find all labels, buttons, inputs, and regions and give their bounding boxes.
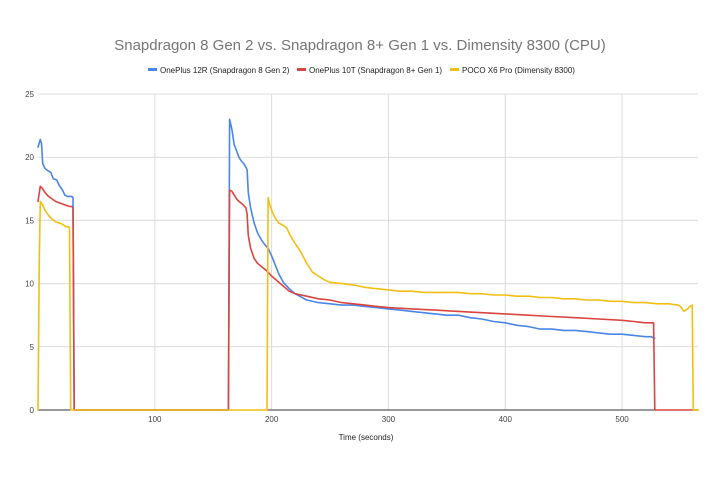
legend-item-poco-x6-pro: POCO X6 Pro (Dimensity 8300): [450, 66, 575, 75]
y-tick-label: 25: [25, 90, 34, 99]
y-tick-label: 5: [30, 343, 35, 352]
legend: OnePlus 12R (Snapdragon 8 Gen 2) OnePlus…: [148, 66, 575, 75]
y-tick-label: 0: [30, 406, 35, 415]
series-lines: [37, 118, 699, 411]
chart-title: Snapdragon 8 Gen 2 vs. Snapdragon 8+ Gen…: [114, 37, 606, 54]
x-tick-label: 300: [382, 415, 396, 424]
series-oneplus-12r: [37, 118, 656, 411]
legend-swatch-oneplus-10t: [297, 68, 306, 71]
y-tick-label: 15: [25, 216, 34, 225]
x-tick-label: 400: [499, 415, 513, 424]
legend-item-oneplus-12r: OnePlus 12R (Snapdragon 8 Gen 2): [148, 66, 290, 75]
legend-item-oneplus-10t: OnePlus 10T (Snapdragon 8+ Gen 1): [297, 66, 442, 75]
legend-label-poco-x6-pro: POCO X6 Pro (Dimensity 8300): [462, 66, 575, 75]
legend-swatch-oneplus-12r: [148, 68, 157, 71]
y-tick-label: 20: [25, 153, 34, 162]
x-axis-label: Time (seconds): [339, 433, 394, 442]
x-tick-label: 100: [148, 415, 162, 424]
x-tick-label: 500: [615, 415, 629, 424]
series-oneplus-10t: [37, 185, 699, 411]
legend-label-oneplus-12r: OnePlus 12R (Snapdragon 8 Gen 2): [160, 66, 290, 75]
gridlines: [38, 93, 698, 411]
legend-label-oneplus-10t: OnePlus 10T (Snapdragon 8+ Gen 1): [309, 66, 442, 75]
x-tick-label: 200: [265, 415, 279, 424]
legend-swatch-poco-x6-pro: [450, 68, 459, 71]
y-tick-label: 10: [25, 280, 34, 289]
axes: 0 5 10 15 20 25 100 200 300 400 500: [25, 90, 698, 424]
series-poco-x6-pro: [37, 196, 699, 411]
